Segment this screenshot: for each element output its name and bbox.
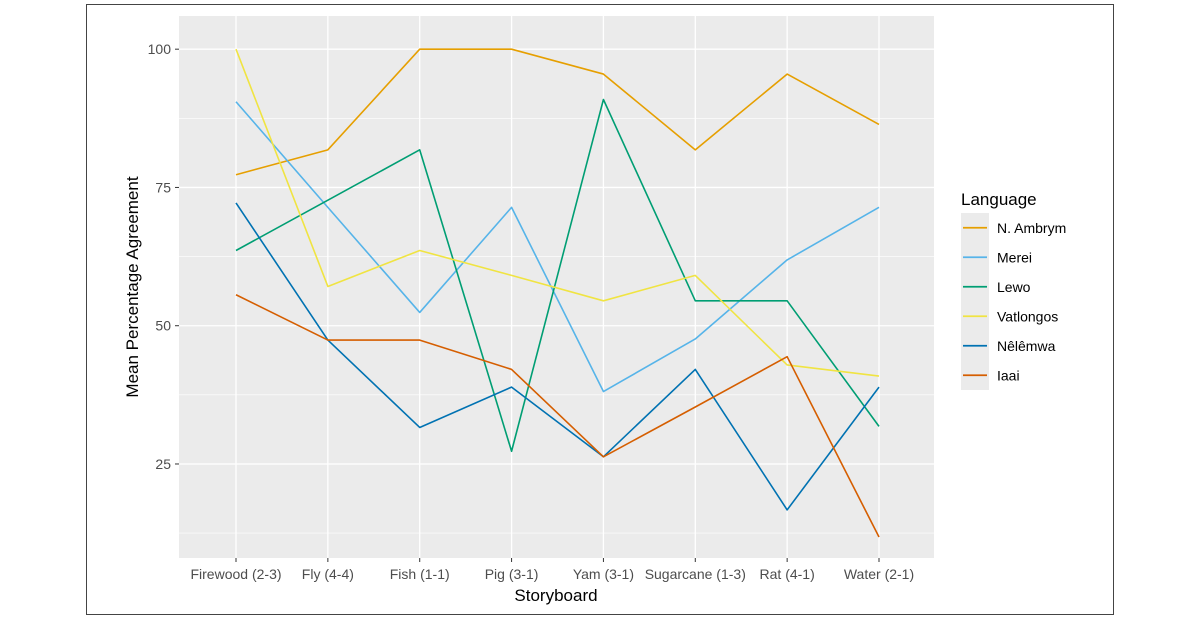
legend-keys-background bbox=[961, 213, 989, 390]
legend-label: Lewo bbox=[997, 279, 1031, 295]
x-tick-label: Fly (4-4) bbox=[302, 566, 354, 582]
x-tick-label: Rat (4-1) bbox=[760, 566, 815, 582]
series-line-vatlongos bbox=[235, 48, 880, 377]
legend-label: Vatlongos bbox=[997, 308, 1058, 324]
y-axis-ticks: 25 50 75 100 bbox=[148, 41, 179, 472]
grid-lines bbox=[179, 16, 934, 558]
x-axis-ticks: Firewood (2-3) Fly (4-4) Fish (1-1) Pig (3-… bbox=[190, 558, 914, 582]
legend-label: Nêlêmwa bbox=[997, 338, 1056, 354]
x-axis-title: Storyboard bbox=[514, 586, 597, 605]
series-line-merei bbox=[235, 101, 880, 393]
y-axis-title: Mean Percentage Agreement bbox=[123, 176, 142, 397]
series-line-n-l-mwa bbox=[235, 202, 880, 511]
series-lines bbox=[235, 48, 880, 538]
series-line-n-ambrym bbox=[235, 48, 880, 176]
x-tick-label: Pig (3-1) bbox=[485, 566, 539, 582]
y-tick-label: 100 bbox=[148, 41, 172, 57]
x-tick-label: Water (2-1) bbox=[844, 566, 914, 582]
legend-title: Language bbox=[961, 190, 1037, 209]
y-tick-label: 25 bbox=[155, 456, 171, 472]
y-tick-label: 50 bbox=[155, 318, 171, 334]
x-tick-label: Sugarcane (1-3) bbox=[645, 566, 746, 582]
legend-label: Merei bbox=[997, 249, 1032, 265]
legend-label: N. Ambrym bbox=[997, 220, 1066, 236]
legend-label: Iaai bbox=[997, 367, 1020, 383]
series-line-lewo bbox=[235, 98, 880, 453]
y-tick-label: 75 bbox=[155, 179, 171, 195]
series-line-iaai bbox=[235, 294, 880, 538]
x-tick-label: Firewood (2-3) bbox=[190, 566, 281, 582]
legend: Language N. Ambrym Merei Lewo Vatlongos Nêlê… bbox=[961, 190, 1066, 390]
x-tick-label: Fish (1-1) bbox=[390, 566, 450, 582]
x-tick-label: Yam (3-1) bbox=[573, 566, 634, 582]
